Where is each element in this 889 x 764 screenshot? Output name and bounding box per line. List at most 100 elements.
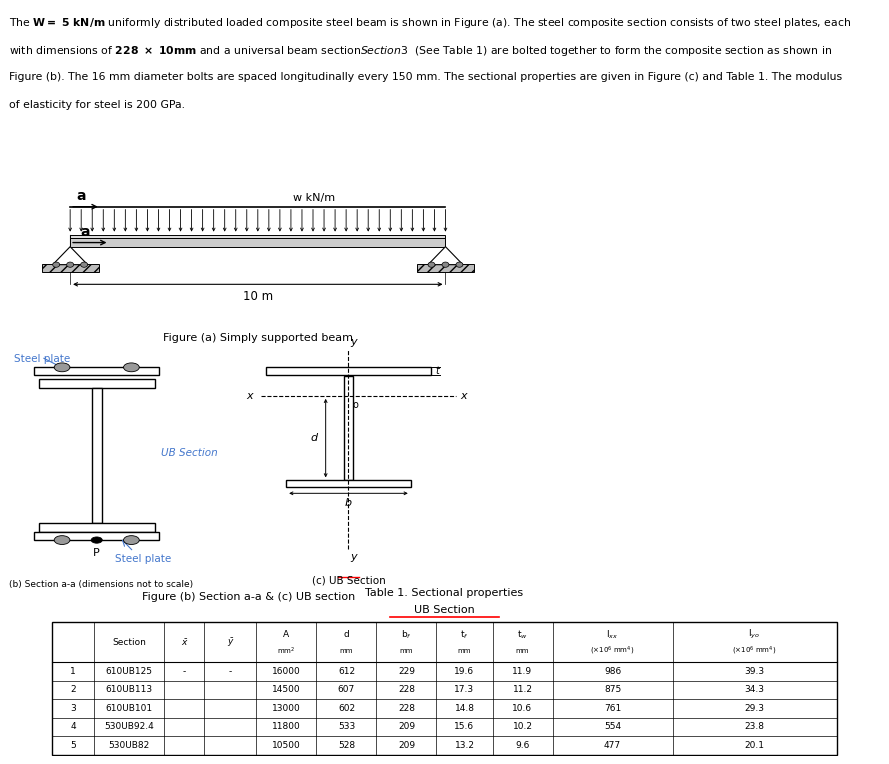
Text: mm: mm xyxy=(516,649,529,654)
Text: 39.3: 39.3 xyxy=(744,667,765,676)
Text: 10500: 10500 xyxy=(272,741,300,750)
Text: I$_{xx}$: I$_{xx}$ xyxy=(606,628,619,641)
Circle shape xyxy=(428,262,435,267)
Circle shape xyxy=(81,262,88,267)
Text: 554: 554 xyxy=(604,723,621,731)
Text: Steel plate: Steel plate xyxy=(116,555,172,565)
Circle shape xyxy=(456,262,463,267)
Text: 477: 477 xyxy=(604,741,621,750)
Text: x: x xyxy=(461,391,467,401)
Text: -: - xyxy=(228,667,232,676)
Circle shape xyxy=(92,537,102,543)
Text: of elasticity for steel is 200 GPa.: of elasticity for steel is 200 GPa. xyxy=(9,100,185,111)
Text: $\bar{y}$: $\bar{y}$ xyxy=(227,636,235,649)
Bar xyxy=(417,264,474,272)
Text: 209: 209 xyxy=(398,723,415,731)
Text: 20.1: 20.1 xyxy=(745,741,765,750)
Text: 602: 602 xyxy=(338,704,355,713)
Text: 2: 2 xyxy=(70,685,76,694)
Text: 14500: 14500 xyxy=(272,685,300,694)
Text: 875: 875 xyxy=(604,685,621,694)
Bar xyxy=(70,235,445,238)
Text: x: x xyxy=(246,391,253,401)
Circle shape xyxy=(124,536,140,545)
Bar xyxy=(39,523,155,533)
Text: 612: 612 xyxy=(338,667,355,676)
Text: 3: 3 xyxy=(70,704,76,713)
Text: 530UB82: 530UB82 xyxy=(108,741,150,750)
Text: P: P xyxy=(93,548,100,558)
Text: 610UB113: 610UB113 xyxy=(106,685,153,694)
Text: a: a xyxy=(81,225,90,239)
Text: 11800: 11800 xyxy=(272,723,300,731)
Text: 228: 228 xyxy=(398,685,415,694)
Text: mm: mm xyxy=(458,649,471,654)
Bar xyxy=(70,238,445,247)
Text: Figure (b). The 16 mm diameter bolts are spaced longitudinally every 150 mm. The: Figure (b). The 16 mm diameter bolts are… xyxy=(9,72,842,82)
Text: 13000: 13000 xyxy=(272,704,300,713)
Circle shape xyxy=(52,262,60,267)
Text: (b) Section a-a (dimensions not to scale): (b) Section a-a (dimensions not to scale… xyxy=(9,581,193,589)
Text: 10.6: 10.6 xyxy=(512,704,533,713)
Text: 607: 607 xyxy=(338,685,355,694)
Text: w kN/m: w kN/m xyxy=(293,193,336,202)
Text: 9.6: 9.6 xyxy=(516,741,530,750)
Text: 530UB92.4: 530UB92.4 xyxy=(104,723,154,731)
Text: 11.9: 11.9 xyxy=(512,667,533,676)
Text: 528: 528 xyxy=(338,741,355,750)
Circle shape xyxy=(442,262,449,267)
Circle shape xyxy=(67,262,74,267)
Text: 19.6: 19.6 xyxy=(454,667,475,676)
Circle shape xyxy=(54,536,70,545)
Text: Steel plate: Steel plate xyxy=(13,354,69,364)
Bar xyxy=(35,533,159,540)
Text: 610UB125: 610UB125 xyxy=(106,667,153,676)
Text: 17.3: 17.3 xyxy=(454,685,475,694)
Text: A: A xyxy=(284,630,290,639)
Text: 4: 4 xyxy=(70,723,76,731)
Text: mm$^2$: mm$^2$ xyxy=(277,646,296,657)
Text: 16000: 16000 xyxy=(272,667,300,676)
Text: Table 1. Sectional properties: Table 1. Sectional properties xyxy=(365,588,524,598)
Text: 209: 209 xyxy=(398,741,415,750)
Text: Section: Section xyxy=(112,638,146,646)
Text: Figure (a) Simply supported beam: Figure (a) Simply supported beam xyxy=(163,333,353,343)
Text: o: o xyxy=(353,400,358,410)
Text: 5: 5 xyxy=(70,741,76,750)
Text: 10.2: 10.2 xyxy=(513,723,533,731)
Circle shape xyxy=(54,363,70,372)
Text: 13.2: 13.2 xyxy=(454,741,475,750)
Text: -: - xyxy=(183,667,186,676)
Text: 11.2: 11.2 xyxy=(513,685,533,694)
Text: ($×10^6$ mm$^4$): ($×10^6$ mm$^4$) xyxy=(590,645,635,658)
Text: 610UB101: 610UB101 xyxy=(106,704,153,713)
Text: 14.8: 14.8 xyxy=(454,704,475,713)
Bar xyxy=(52,622,837,755)
Bar xyxy=(286,481,411,487)
Text: with dimensions of $\mathbf{228\ \times\ 10mm}$ and a universal beam section$\ma: with dimensions of $\mathbf{228\ \times\… xyxy=(9,44,832,58)
Polygon shape xyxy=(52,247,88,264)
Bar xyxy=(344,377,353,481)
Text: 1: 1 xyxy=(70,667,76,676)
Text: 533: 533 xyxy=(338,723,355,731)
Polygon shape xyxy=(428,247,463,264)
Text: t$_f$: t$_f$ xyxy=(461,628,469,641)
Circle shape xyxy=(124,363,140,372)
Bar xyxy=(92,388,102,523)
Text: t: t xyxy=(436,366,439,376)
Text: y: y xyxy=(350,337,357,347)
Text: b$_f$: b$_f$ xyxy=(401,628,412,641)
Bar xyxy=(266,367,431,375)
Text: I$_{yo}$: I$_{yo}$ xyxy=(749,628,761,641)
Text: Figure (b) Section a-a & (c) UB section: Figure (b) Section a-a & (c) UB section xyxy=(142,592,356,602)
Bar xyxy=(39,379,155,388)
Text: mm: mm xyxy=(340,649,353,654)
Text: d: d xyxy=(344,630,349,639)
Text: b: b xyxy=(345,498,352,508)
Text: (c) UB Section: (c) UB Section xyxy=(312,575,385,585)
Text: a: a xyxy=(76,189,86,203)
Text: UB Section: UB Section xyxy=(162,448,218,458)
Text: 986: 986 xyxy=(604,667,621,676)
Text: 23.8: 23.8 xyxy=(745,723,765,731)
Text: ($×10^6$ mm$^4$): ($×10^6$ mm$^4$) xyxy=(733,645,777,658)
